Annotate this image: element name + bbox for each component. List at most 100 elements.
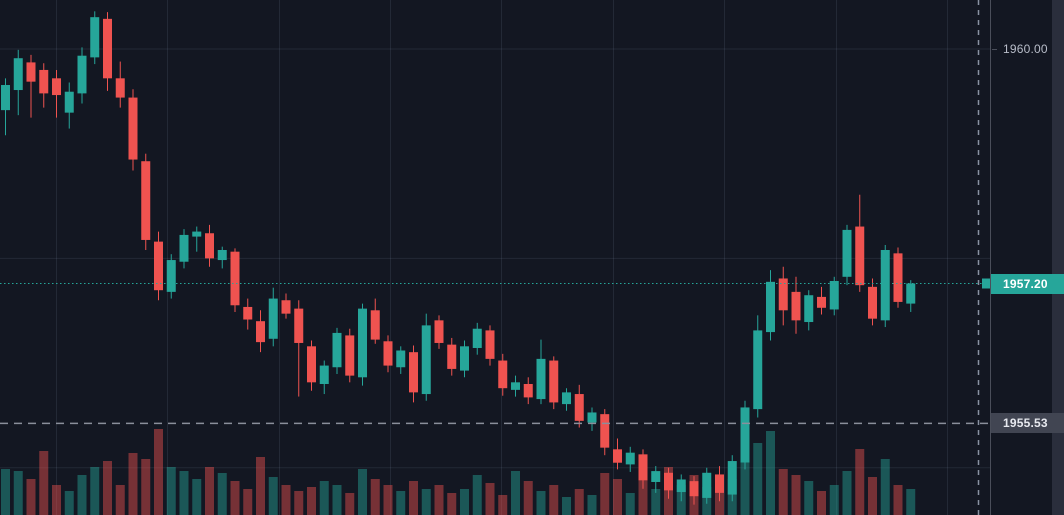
- volume-bar: [39, 451, 49, 515]
- candle-body: [396, 350, 406, 368]
- candle-body: [715, 474, 724, 493]
- volume-bar: [77, 475, 87, 515]
- panel-edge: [1052, 0, 1064, 515]
- candle-body: [332, 332, 342, 368]
- last-price-marker: [982, 278, 990, 289]
- volume-bar: [332, 485, 342, 515]
- candle-body: [498, 360, 508, 389]
- candle-body: [421, 325, 431, 395]
- volume-bar: [587, 495, 597, 515]
- candle-body: [562, 392, 571, 405]
- volume-bar: [625, 493, 635, 515]
- volume-bar: [396, 491, 406, 515]
- volume-bar: [141, 459, 151, 515]
- volume-bar: [192, 479, 202, 515]
- volume-bar: [600, 473, 610, 515]
- volume-bar: [651, 489, 661, 515]
- volume-bar: [447, 493, 457, 515]
- candle-body: [536, 358, 546, 400]
- candle-body: [64, 91, 74, 113]
- volume-bar: [753, 443, 763, 515]
- candle-body: [638, 454, 648, 481]
- candle-body: [52, 78, 61, 96]
- volume-bar: [562, 497, 571, 515]
- volume-bar: [460, 489, 469, 515]
- volume-bar: [893, 485, 903, 515]
- candle-body: [625, 452, 635, 465]
- volume-bar: [766, 431, 775, 515]
- volume-bar: [166, 467, 176, 515]
- candle-body: [409, 352, 418, 393]
- candle-body: [243, 306, 253, 320]
- candle-body: [485, 330, 495, 359]
- candle-body: [434, 320, 444, 343]
- candle-body: [90, 17, 100, 58]
- volume-bar: [383, 485, 393, 515]
- candle-body: [26, 62, 36, 82]
- candle-body: [39, 69, 49, 94]
- volume-bar: [498, 495, 508, 515]
- volume-bar: [268, 477, 278, 515]
- volume-bar: [511, 471, 520, 515]
- candle-body: [472, 328, 482, 348]
- candle-body: [676, 479, 686, 493]
- volume-bar: [715, 491, 724, 515]
- candle-body: [817, 296, 826, 308]
- candle-body: [13, 58, 23, 91]
- candle-body: [804, 295, 814, 323]
- volume-bar: [205, 467, 214, 515]
- candle-body: [868, 286, 877, 319]
- candle-body: [855, 226, 865, 286]
- volume-bar: [358, 469, 367, 515]
- volume-bar: [485, 483, 495, 515]
- candle-body: [307, 346, 316, 383]
- candle-body: [268, 298, 278, 339]
- candle-body: [281, 300, 291, 314]
- volume-bar: [791, 475, 801, 515]
- level-price-badge: 1955.53: [991, 413, 1064, 434]
- volume-bar: [345, 493, 355, 515]
- candle-body: [702, 472, 712, 498]
- candle-body: [906, 283, 916, 304]
- candle-body: [166, 260, 176, 292]
- volume-bar: [1, 469, 10, 515]
- candle-body: [319, 365, 329, 384]
- volume-bar: [217, 473, 227, 515]
- chart-canvas[interactable]: [0, 0, 990, 515]
- price-tick-label: 1960.00: [991, 40, 1064, 58]
- candle-body: [778, 278, 788, 311]
- volume-bar: [154, 429, 163, 515]
- volume-bar: [294, 491, 304, 515]
- candle-body: [664, 472, 673, 491]
- volume-bar: [52, 485, 61, 515]
- candle-body: [523, 384, 533, 398]
- volume-bar: [868, 477, 877, 515]
- candle-body: [549, 360, 559, 403]
- volume-bar: [307, 487, 316, 515]
- candle-body: [766, 281, 775, 333]
- candle-body: [893, 253, 903, 302]
- volume-bar: [370, 479, 380, 515]
- candle-body: [740, 407, 750, 463]
- volume-bar: [842, 471, 852, 515]
- volume-bar: [421, 489, 431, 515]
- volume-bar: [26, 479, 36, 515]
- last-price-badge: 1957.20: [991, 273, 1064, 294]
- candle-body: [791, 291, 801, 321]
- candle-body: [128, 97, 138, 160]
- candle-body: [217, 250, 227, 261]
- volume-bar: [574, 489, 584, 515]
- volume-bar: [855, 449, 865, 515]
- volume-bar: [13, 471, 23, 515]
- volume-bar: [906, 489, 916, 515]
- volume-bar: [90, 467, 100, 515]
- price-axis[interactable]: 1960.00 1957.20 1955.53: [990, 0, 1064, 515]
- candle-body: [141, 161, 151, 240]
- candle-body: [77, 55, 87, 94]
- candle-body: [613, 449, 622, 463]
- volume-bar: [434, 485, 444, 515]
- volume-bar: [115, 485, 125, 515]
- volume-bar: [817, 491, 826, 515]
- candle-body: [574, 394, 584, 421]
